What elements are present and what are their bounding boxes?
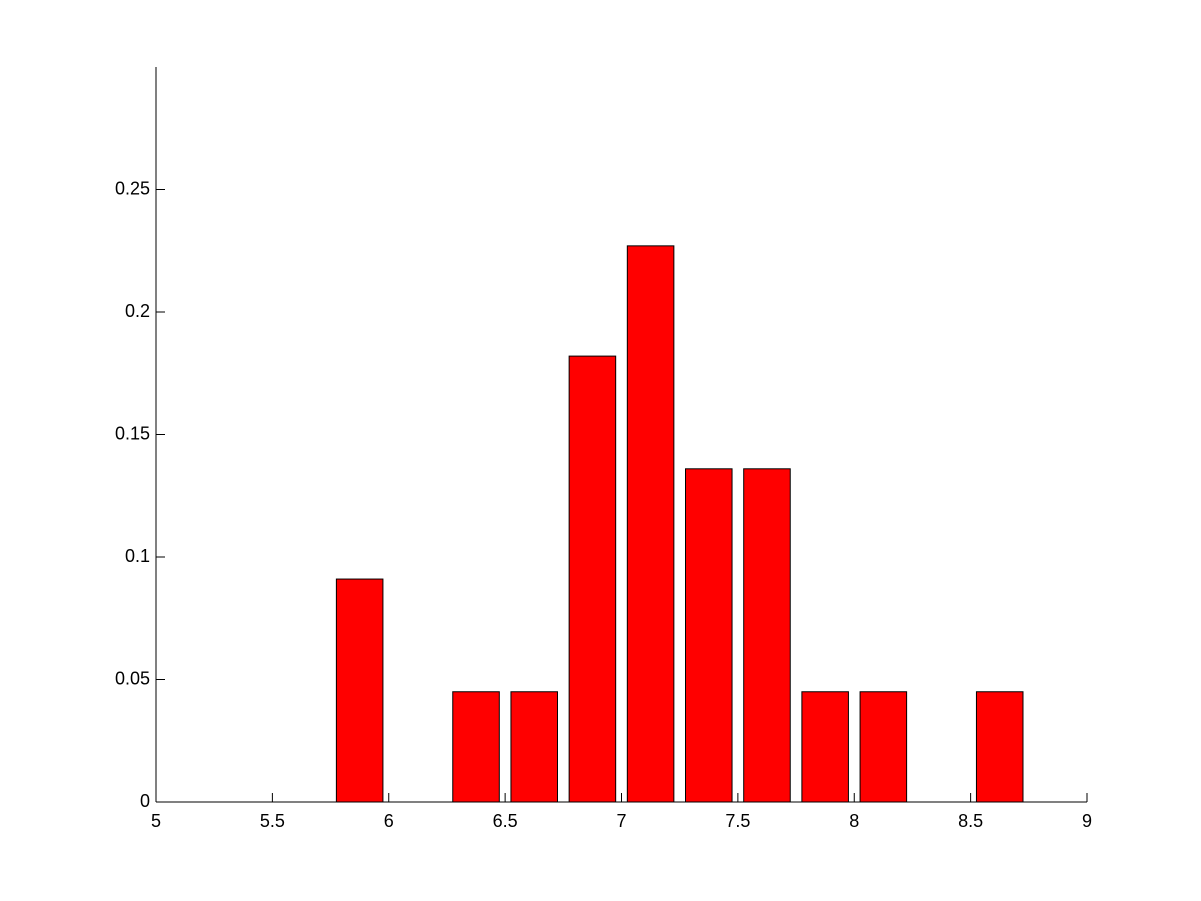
y-tick-label: 0.1 (125, 546, 150, 566)
bar (743, 468, 791, 803)
x-tick-label: 8.5 (958, 811, 983, 831)
x-tick-label: 7.5 (725, 811, 750, 831)
bar (685, 468, 733, 803)
y-tick-label: 0.05 (115, 668, 150, 688)
bar (510, 691, 558, 803)
bar (801, 691, 849, 803)
x-tick-label: 5 (151, 811, 161, 831)
x-tick-label: 6 (384, 811, 394, 831)
bar (975, 691, 1024, 803)
bar (859, 691, 908, 803)
bar (335, 578, 384, 803)
bar (626, 245, 675, 803)
x-tick-label: 9 (1082, 811, 1092, 831)
y-tick-label: 0.25 (115, 178, 150, 198)
x-tick-label: 6.5 (493, 811, 518, 831)
x-tick-label: 7 (616, 811, 626, 831)
x-tick-label: 8 (849, 811, 859, 831)
y-tick-label: 0.2 (125, 301, 150, 321)
x-tick-label: 5.5 (260, 811, 285, 831)
y-tick-label: 0 (140, 791, 150, 811)
y-tick-label: 0.15 (115, 423, 150, 443)
bar (452, 691, 500, 803)
bar (568, 355, 617, 803)
